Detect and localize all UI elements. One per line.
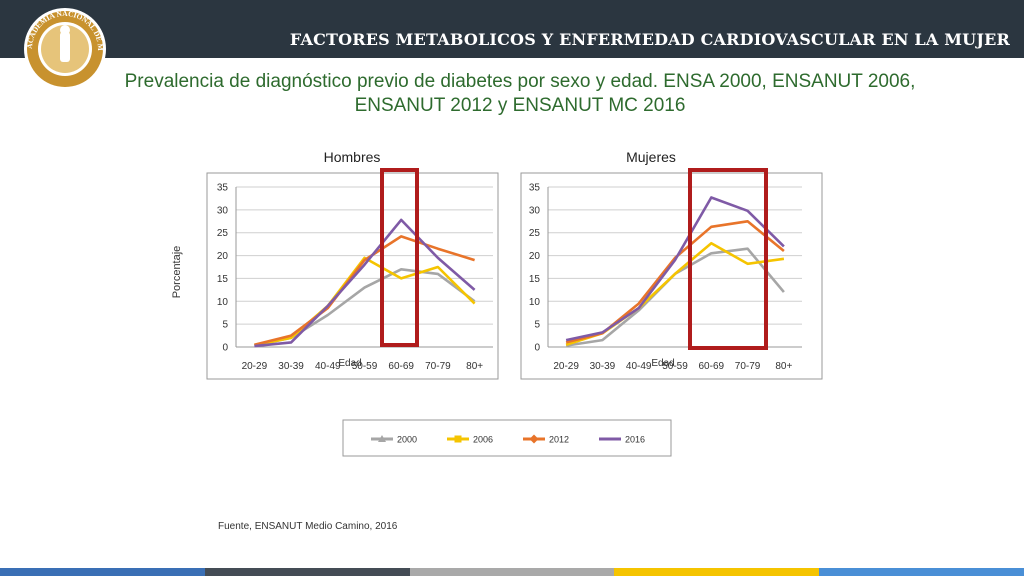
header-title: FACTORES METABOLICOS Y ENFERMEDAD CARDIO… bbox=[289, 30, 1010, 49]
mujeres-y-tick-label: 20 bbox=[529, 251, 541, 262]
hombres-series-2006-line bbox=[254, 256, 476, 347]
hombres-x-tick-label: 40-49 bbox=[315, 361, 341, 372]
mujeres-x-tick-label: 20-29 bbox=[553, 361, 579, 372]
mujeres-y-tick-label: 35 bbox=[529, 183, 541, 194]
hombres-y-axis-label: Porcentaje bbox=[171, 246, 183, 299]
hombres-y-tick-label: 35 bbox=[217, 183, 229, 194]
hombres-y-tick-label: 30 bbox=[217, 205, 229, 216]
hombres-y-tick-label: 0 bbox=[222, 343, 228, 354]
mujeres-chart-title: Mujeres bbox=[626, 149, 676, 165]
legend-label-2006: 2006 bbox=[473, 435, 493, 445]
hombres-y-tick-label: 5 bbox=[222, 320, 228, 331]
mujeres-x-tick-label: 80+ bbox=[775, 361, 792, 372]
mujeres-y-tick-label: 30 bbox=[529, 205, 541, 216]
mujeres-x-tick-label: 70-79 bbox=[735, 361, 761, 372]
hombres-x-tick-label: 80+ bbox=[466, 361, 483, 372]
mujeres-y-tick-label: 10 bbox=[529, 297, 541, 308]
legend-label-2012: 2012 bbox=[549, 435, 569, 445]
mujeres-x-tick-label: 30-39 bbox=[590, 361, 616, 372]
hombres-y-tick-label: 20 bbox=[217, 251, 229, 262]
mujeres-x-tick-label: 60-69 bbox=[698, 361, 724, 372]
mujeres-y-tick-label: 15 bbox=[529, 274, 541, 285]
hombres-chart-title: Hombres bbox=[324, 149, 381, 165]
mujeres-y-tick-label: 5 bbox=[534, 320, 540, 331]
legend-marker-2012 bbox=[529, 434, 539, 444]
bottom-bar-segment bbox=[614, 568, 820, 576]
hombres-series-2016-line bbox=[254, 218, 476, 348]
slide-subtitle: Prevalencia de diagnóstico previo de dia… bbox=[60, 70, 980, 118]
hombres-x-axis-label: Edad bbox=[338, 358, 361, 369]
bottom-color-bar bbox=[0, 568, 1024, 576]
academy-logo: ACADEMIA NACIONAL DE MEDICINA bbox=[22, 6, 106, 90]
source-note: Fuente, ENSANUT Medio Camino, 2016 bbox=[218, 521, 398, 532]
mujeres-y-tick-label: 25 bbox=[529, 228, 541, 239]
hombres-series-2012-line bbox=[254, 235, 475, 346]
mujeres-x-tick-label: 40-49 bbox=[626, 361, 652, 372]
bottom-bar-segment bbox=[409, 568, 615, 576]
hombres-highlight-box bbox=[380, 168, 419, 347]
hombres-x-tick-label: 20-29 bbox=[242, 361, 268, 372]
legend-marker-2000 bbox=[378, 435, 386, 442]
header-bar bbox=[0, 0, 1024, 58]
mujeres-x-axis-label: Edad bbox=[651, 358, 674, 369]
mujeres-highlight-box bbox=[688, 168, 768, 350]
mujeres-y-tick-label: 0 bbox=[534, 343, 540, 354]
mujeres-series-2016-line bbox=[565, 196, 785, 342]
hombres-x-tick-label: 50-59 bbox=[352, 361, 378, 372]
subtitle-line-2: ENSANUT 2012 y ENSANUT MC 2016 bbox=[354, 95, 686, 116]
legend-label-2000: 2000 bbox=[397, 435, 417, 445]
hombres-x-tick-label: 70-79 bbox=[425, 361, 451, 372]
legend-label-2016: 2016 bbox=[625, 435, 645, 445]
hombres-y-tick-label: 15 bbox=[217, 274, 229, 285]
hombres-x-tick-label: 60-69 bbox=[388, 361, 414, 372]
bottom-bar-segment bbox=[204, 568, 410, 576]
mujeres-x-tick-label: 50-59 bbox=[662, 361, 688, 372]
hombres-y-tick-label: 10 bbox=[217, 297, 229, 308]
subtitle-line-1: Prevalencia de diagnóstico previo de dia… bbox=[124, 71, 916, 92]
bottom-bar-segment bbox=[819, 568, 1024, 576]
hombres-y-tick-label: 25 bbox=[217, 228, 229, 239]
hombres-x-tick-label: 30-39 bbox=[278, 361, 304, 372]
bottom-bar-segment bbox=[0, 568, 205, 576]
legend-marker-2006 bbox=[454, 435, 462, 443]
